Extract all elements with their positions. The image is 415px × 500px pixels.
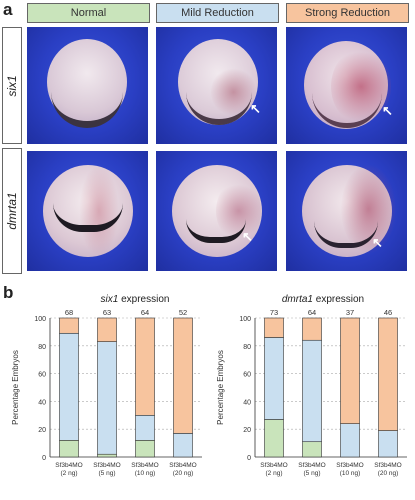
six1-bar-chart: Percentage Embryos02040608010068Sf3b4MO(…	[11, 308, 202, 477]
chart-title-six1: six1 expression	[60, 294, 210, 305]
bar-segment	[264, 419, 284, 458]
chart-title-gene: six1	[100, 294, 119, 305]
embryo-image-dmrta1-normal	[27, 151, 148, 271]
bar-segment	[264, 337, 284, 420]
y-tick-label: 100	[239, 316, 251, 323]
y-axis-label: Percentage Embryos	[11, 350, 20, 425]
panel-b-label: b	[3, 283, 14, 302]
arrow-icon: ↖	[372, 235, 383, 250]
chart-title-suffix: expression	[312, 294, 365, 305]
x-tick-label: (20 ng)	[378, 470, 399, 477]
bar-segment	[302, 441, 322, 458]
bar-segment	[302, 339, 322, 443]
panel-a-label: a	[3, 0, 13, 19]
y-tick-label: 80	[243, 344, 251, 351]
arrow-icon: ↖	[382, 103, 393, 118]
x-tick-label: Sf3b4MO	[131, 462, 158, 469]
bar-segment	[378, 430, 398, 458]
x-tick-label: Sf3b4MO	[298, 462, 325, 469]
n-label: 52	[179, 308, 187, 317]
y-tick-label: 100	[34, 316, 46, 323]
y-tick-label: 20	[243, 427, 251, 434]
y-tick-label: 40	[243, 399, 251, 406]
x-tick-label: Sf3b4MO	[374, 462, 401, 469]
y-tick-label: 60	[243, 372, 251, 379]
x-tick-label: Sf3b4MO	[336, 462, 363, 469]
embryo-image-dmrta1-mild: ↖	[156, 151, 277, 271]
n-label: 64	[308, 308, 316, 317]
n-label: 73	[270, 308, 278, 317]
x-tick-label: (2 ng)	[61, 470, 78, 477]
y-tick-label: 0	[247, 455, 251, 462]
x-tick-label: (20 ng)	[173, 470, 194, 477]
embryo-image-six1-normal	[27, 27, 148, 144]
row-label-six1: six1	[2, 27, 22, 144]
arrow-icon: ↖	[250, 101, 261, 116]
column-header-strong: Strong Reduction	[286, 3, 409, 23]
bar-segment	[340, 317, 360, 424]
n-label: 68	[65, 308, 73, 317]
y-tick-label: 60	[38, 372, 46, 379]
bar-segment	[264, 317, 284, 338]
n-label: 37	[346, 308, 354, 317]
chart-title-dmrta1: dmrta1 expression	[248, 294, 398, 305]
x-tick-label: (5 ng)	[99, 470, 116, 477]
bar-segment	[378, 317, 398, 431]
x-tick-label: Sf3b4MO	[93, 462, 120, 469]
x-tick-label: Sf3b4MO	[260, 462, 287, 469]
n-label: 46	[384, 308, 392, 317]
row-label-dmrta1: dmrta1	[2, 148, 22, 274]
dmrta1-bar-chart: Percentage Embryos02040608010073Sf3b4MO(…	[216, 308, 407, 477]
n-label: 64	[141, 308, 149, 317]
row-label-six1-text: six1	[5, 74, 19, 97]
y-tick-label: 40	[38, 399, 46, 406]
y-tick-label: 20	[38, 427, 46, 434]
column-header-normal: Normal	[27, 3, 150, 23]
bar-segment	[173, 317, 193, 434]
n-label: 63	[103, 308, 111, 317]
arrow-icon: ↖	[242, 229, 253, 244]
x-tick-label: (2 ng)	[266, 470, 283, 477]
x-tick-label: (10 ng)	[340, 470, 361, 477]
y-tick-label: 0	[42, 455, 46, 462]
bar-segment	[97, 317, 117, 342]
x-tick-label: (5 ng)	[304, 470, 321, 477]
bar-segment	[135, 415, 155, 441]
x-tick-label: Sf3b4MO	[169, 462, 196, 469]
bar-segment	[135, 440, 155, 458]
embryo-image-dmrta1-strong: ↖	[286, 151, 407, 271]
embryo-image-six1-strong: ↖	[286, 27, 407, 144]
bar-segment	[173, 433, 193, 458]
y-axis-label: Percentage Embryos	[216, 350, 225, 425]
bar-segment	[59, 440, 79, 458]
bar-segment	[302, 317, 322, 341]
chart-title-suffix: expression	[118, 294, 170, 305]
column-header-mild: Mild Reduction	[156, 3, 279, 23]
bar-segment	[97, 341, 117, 455]
bar-segment	[135, 317, 155, 416]
bar-segment	[340, 423, 360, 458]
embryo-image-six1-mild: ↖	[156, 27, 277, 144]
chart-title-gene: dmrta1	[281, 294, 313, 305]
bar-segment	[59, 332, 79, 441]
y-tick-label: 80	[38, 344, 46, 351]
row-label-dmrta1-text: dmrta1	[5, 192, 19, 230]
x-tick-label: Sf3b4MO	[55, 462, 82, 469]
x-tick-label: (10 ng)	[135, 470, 156, 477]
bar-segment	[59, 317, 79, 334]
bar-segment	[97, 453, 117, 458]
